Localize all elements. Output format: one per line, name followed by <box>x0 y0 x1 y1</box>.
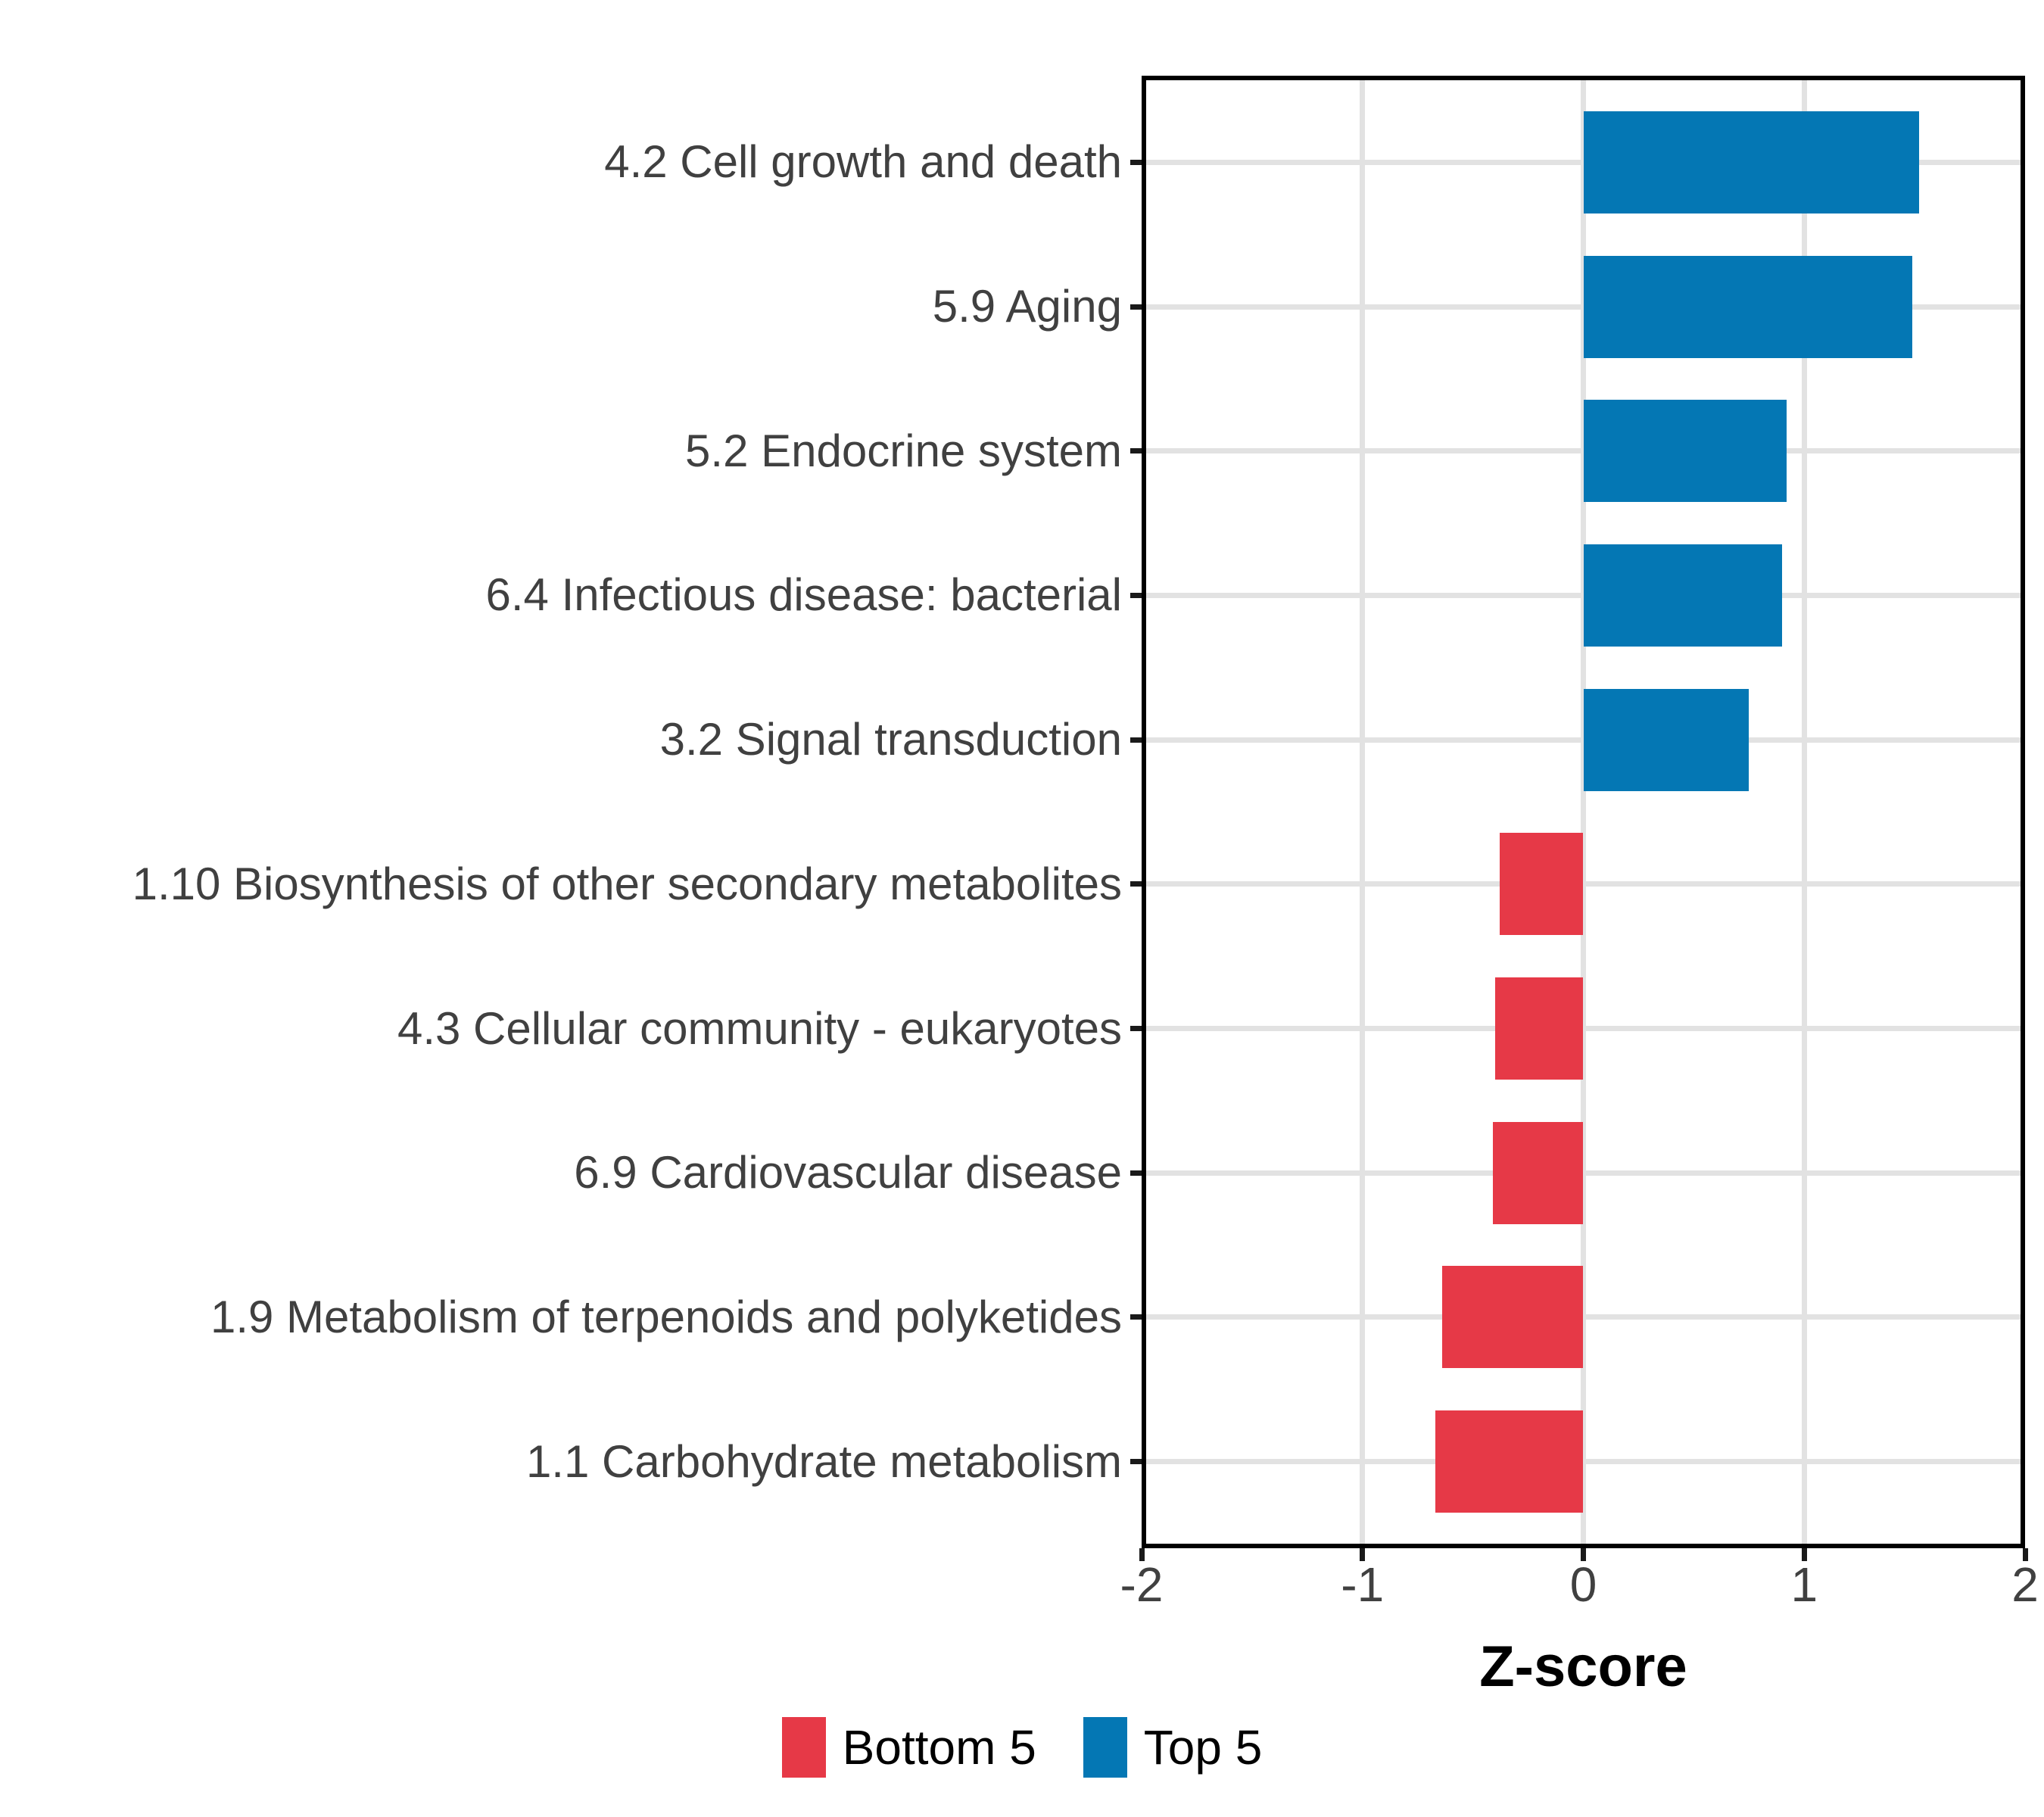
x-tick-label: -1 <box>1341 1557 1385 1612</box>
legend-swatch-top5 <box>1083 1717 1127 1778</box>
gridline-x-1 <box>1801 80 1807 1544</box>
y-axis-label: 5.9 Aging <box>932 281 1122 332</box>
y-tick-mark <box>1130 1314 1142 1320</box>
gridline-row <box>1146 1170 2021 1176</box>
y-axis-label: 6.4 Infectious disease: bacterial <box>485 569 1123 621</box>
x-tick-mark <box>2022 1548 2028 1561</box>
gridline-x-0 <box>1581 80 1586 1544</box>
y-axis-label: 1.1 Carbohydrate metabolism <box>525 1435 1122 1487</box>
y-tick-mark <box>1130 1026 1142 1032</box>
y-axis-label: 1.9 Metabolism of terpenoids and polyket… <box>210 1291 1122 1342</box>
bar-top5 <box>1583 111 1919 213</box>
y-axis-label: 4.3 Cellular community - eukaryotes <box>397 1002 1122 1054</box>
bar-top5 <box>1583 544 1783 647</box>
y-tick-mark <box>1130 448 1142 454</box>
gridline-row <box>1146 1459 2021 1465</box>
gridline-row <box>1146 1026 2021 1032</box>
bar-top5 <box>1583 400 1787 503</box>
legend-swatch-bottom5 <box>781 1717 826 1778</box>
x-tick-label: -2 <box>1120 1557 1164 1612</box>
gridline-x--1 <box>1360 80 1366 1544</box>
legend-label-bottom5: Bottom 5 <box>842 1720 1036 1775</box>
y-tick-mark <box>1130 592 1142 598</box>
bar-top5 <box>1583 255 1913 358</box>
bar-bottom5 <box>1494 977 1584 1080</box>
x-axis-title: Z-score <box>1479 1635 1687 1699</box>
x-tick-mark <box>1581 1548 1586 1561</box>
plot-panel <box>1142 76 2025 1548</box>
x-tick-mark <box>1360 1548 1366 1561</box>
y-tick-mark <box>1130 881 1142 887</box>
y-tick-mark <box>1130 304 1142 310</box>
x-tick-label: 1 <box>1790 1557 1818 1612</box>
bar-bottom5 <box>1435 1410 1584 1513</box>
legend: Bottom 5 Top 5 <box>0 1717 2044 1778</box>
y-axis-label: 5.2 Endocrine system <box>685 425 1122 476</box>
bar-bottom5 <box>1492 1121 1584 1224</box>
bar-top5 <box>1583 688 1750 791</box>
bar-bottom5 <box>1499 833 1584 936</box>
y-axis-label: 6.9 Cardiovascular disease <box>574 1147 1122 1198</box>
y-tick-mark <box>1130 159 1142 165</box>
gridline-row <box>1146 1314 2021 1320</box>
y-axis-label: 3.2 Signal transduction <box>659 714 1122 765</box>
x-tick-label: 2 <box>2011 1557 2039 1612</box>
y-tick-mark <box>1130 1170 1142 1176</box>
x-tick-mark <box>1801 1548 1807 1561</box>
y-axis-label: 4.2 Cell growth and death <box>604 136 1122 188</box>
y-tick-mark <box>1130 737 1142 743</box>
y-tick-mark <box>1130 1459 1142 1465</box>
x-tick-mark <box>1139 1548 1145 1561</box>
bar-bottom5 <box>1441 1266 1584 1369</box>
legend-item-top5: Top 5 <box>1083 1717 1263 1778</box>
x-tick-label: 0 <box>1569 1557 1597 1612</box>
legend-item-bottom5: Bottom 5 <box>781 1717 1036 1778</box>
legend-label-top5: Top 5 <box>1143 1720 1263 1775</box>
gridline-row <box>1146 881 2021 887</box>
y-axis-label: 1.10 Biosynthesis of other secondary met… <box>132 858 1122 909</box>
